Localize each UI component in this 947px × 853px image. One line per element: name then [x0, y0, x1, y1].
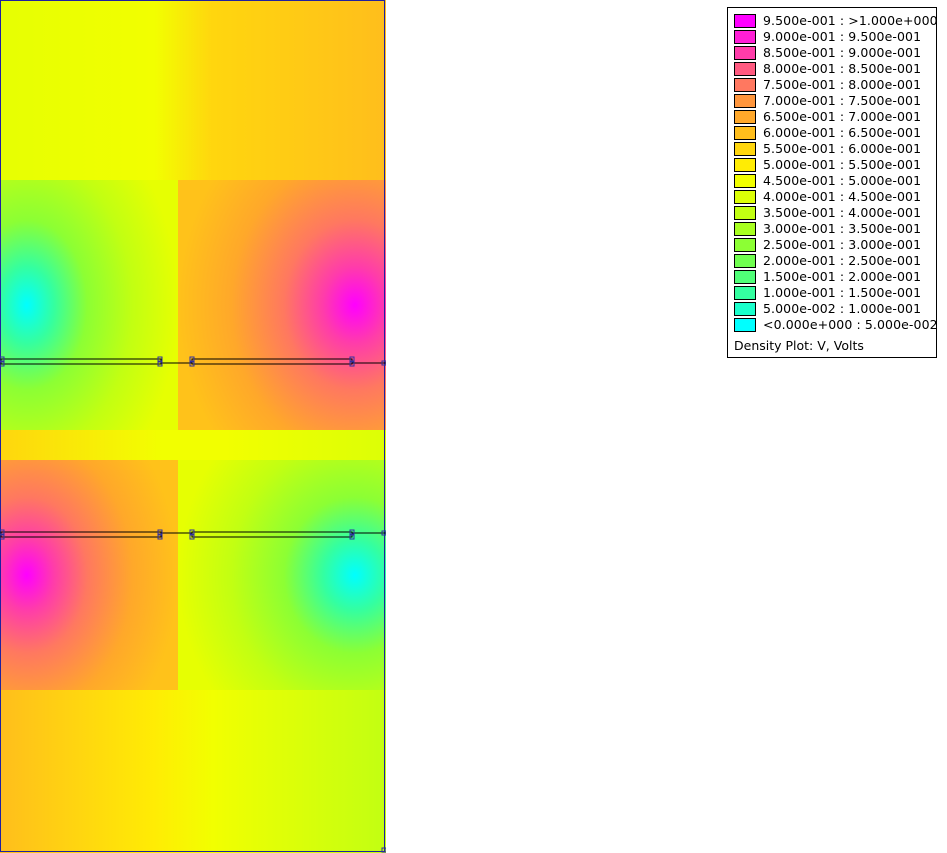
legend-caption: Density Plot: V, Volts [734, 338, 864, 353]
legend-color-swatch [734, 270, 756, 284]
legend-range-label: 1.000e-001 : 1.500e-001 [763, 285, 922, 300]
legend-entry: 5.000e-002 : 1.000e-001 [734, 301, 934, 317]
legend-entry: 4.500e-001 : 5.000e-001 [734, 173, 934, 189]
legend-color-swatch [734, 62, 756, 76]
legend-range-label: 2.500e-001 : 3.000e-001 [763, 237, 922, 252]
legend-range-label: 6.500e-001 : 7.000e-001 [763, 109, 922, 124]
legend-range-label: 5.000e-001 : 5.500e-001 [763, 157, 922, 172]
legend-range-label: 3.500e-001 : 4.000e-001 [763, 205, 922, 220]
node-marker[interactable] [349, 534, 355, 540]
legend-color-swatch [734, 254, 756, 268]
legend-entry: 8.000e-001 : 8.500e-001 [734, 61, 934, 77]
field-lower-left-lobe [0, 460, 178, 690]
legend-range-label: 8.500e-001 : 9.000e-001 [763, 45, 922, 60]
legend-range-label: 2.000e-001 : 2.500e-001 [763, 253, 922, 268]
field-bottom-band [0, 690, 386, 853]
node-marker[interactable] [157, 361, 163, 367]
legend-color-swatch [734, 158, 756, 172]
legend-entry: 1.000e-001 : 1.500e-001 [734, 285, 934, 301]
node-marker[interactable] [0, 534, 5, 540]
legend-range-label: 7.500e-001 : 8.000e-001 [763, 77, 922, 92]
density-legend: 9.500e-001 : >1.000e+000 9.000e-001 : 9.5… [727, 7, 938, 358]
legend-color-swatch [734, 94, 756, 108]
legend-range-label: 9.500e-001 : >1.000e+000 [763, 13, 938, 28]
legend-color-swatch [734, 14, 756, 28]
legend-entry: 5.000e-001 : 5.500e-001 [734, 157, 934, 173]
legend-range-label: 5.000e-002 : 1.000e-001 [763, 301, 922, 316]
legend-color-swatch [734, 206, 756, 220]
legend-range-label: 9.000e-001 : 9.500e-001 [763, 29, 922, 44]
legend-entry: 7.500e-001 : 8.000e-001 [734, 77, 934, 93]
legend-range-label: 4.500e-001 : 5.000e-001 [763, 173, 922, 188]
legend-range-label: 1.500e-001 : 2.000e-001 [763, 269, 922, 284]
legend-entry: <0.000e+000 : 5.000e-002 [734, 317, 938, 333]
node-marker[interactable] [0, 361, 5, 367]
legend-entry: 9.000e-001 : 9.500e-001 [734, 29, 934, 45]
node-marker[interactable] [0, 529, 5, 535]
legend-color-swatch [734, 286, 756, 300]
legend-color-swatch [734, 30, 756, 44]
legend-entry: 4.000e-001 : 4.500e-001 [734, 189, 934, 205]
legend-range-label: 4.000e-001 : 4.500e-001 [763, 189, 922, 204]
legend-color-swatch [734, 174, 756, 188]
node-marker[interactable] [189, 534, 195, 540]
node-marker[interactable] [381, 360, 386, 366]
legend-entry: 1.500e-001 : 2.000e-001 [734, 269, 934, 285]
density-plot-canvas[interactable] [0, 0, 386, 853]
node-marker[interactable] [189, 356, 195, 362]
field-middle-band [0, 430, 386, 460]
legend-range-label: 3.000e-001 : 3.500e-001 [763, 221, 922, 236]
legend-color-swatch [734, 222, 756, 236]
legend-entry: 3.500e-001 : 4.000e-001 [734, 205, 934, 221]
legend-range-label: 5.500e-001 : 6.000e-001 [763, 141, 922, 156]
node-marker[interactable] [0, 356, 5, 362]
legend-range-label: 7.000e-001 : 7.500e-001 [763, 93, 922, 108]
legend-color-swatch [734, 238, 756, 252]
legend-entry: 6.000e-001 : 6.500e-001 [734, 125, 934, 141]
node-marker[interactable] [189, 529, 195, 535]
density-plot[interactable] [0, 0, 386, 853]
node-marker[interactable] [349, 529, 355, 535]
legend-color-swatch [734, 190, 756, 204]
legend-color-swatch [734, 46, 756, 60]
legend-entry: 5.500e-001 : 6.000e-001 [734, 141, 934, 157]
legend-entry: 6.500e-001 : 7.000e-001 [734, 109, 934, 125]
legend-entry: 3.000e-001 : 3.500e-001 [734, 221, 934, 237]
node-marker[interactable] [381, 847, 386, 853]
node-marker[interactable] [349, 361, 355, 367]
legend-entry: 8.500e-001 : 9.000e-001 [734, 45, 934, 61]
legend-color-swatch [734, 302, 756, 316]
node-marker[interactable] [381, 530, 386, 536]
legend-color-swatch [734, 142, 756, 156]
legend-entry: 7.000e-001 : 7.500e-001 [734, 93, 934, 109]
legend-entry: 2.500e-001 : 3.000e-001 [734, 237, 934, 253]
legend-entry: 2.000e-001 : 2.500e-001 [734, 253, 934, 269]
legend-range-label: 8.000e-001 : 8.500e-001 [763, 61, 922, 76]
field-upper-right-lobe [178, 180, 386, 430]
node-marker[interactable] [189, 361, 195, 367]
legend-range-label: <0.000e+000 : 5.000e-002 [763, 317, 938, 332]
legend-range-label: 6.000e-001 : 6.500e-001 [763, 125, 922, 140]
node-marker[interactable] [349, 356, 355, 362]
legend-entry: 9.500e-001 : >1.000e+000 [734, 13, 938, 29]
legend-color-swatch [734, 318, 756, 332]
field-top-band [0, 0, 386, 180]
legend-color-swatch [734, 126, 756, 140]
field-lower-right-lobe [178, 460, 386, 690]
domain-boundary [0, 0, 385, 852]
field-upper-left-lobe [0, 180, 178, 430]
legend-color-swatch [734, 110, 756, 124]
mesh-nodes [0, 356, 386, 853]
node-marker[interactable] [157, 529, 163, 535]
node-marker[interactable] [157, 356, 163, 362]
legend-color-swatch [734, 78, 756, 92]
node-marker[interactable] [157, 534, 163, 540]
